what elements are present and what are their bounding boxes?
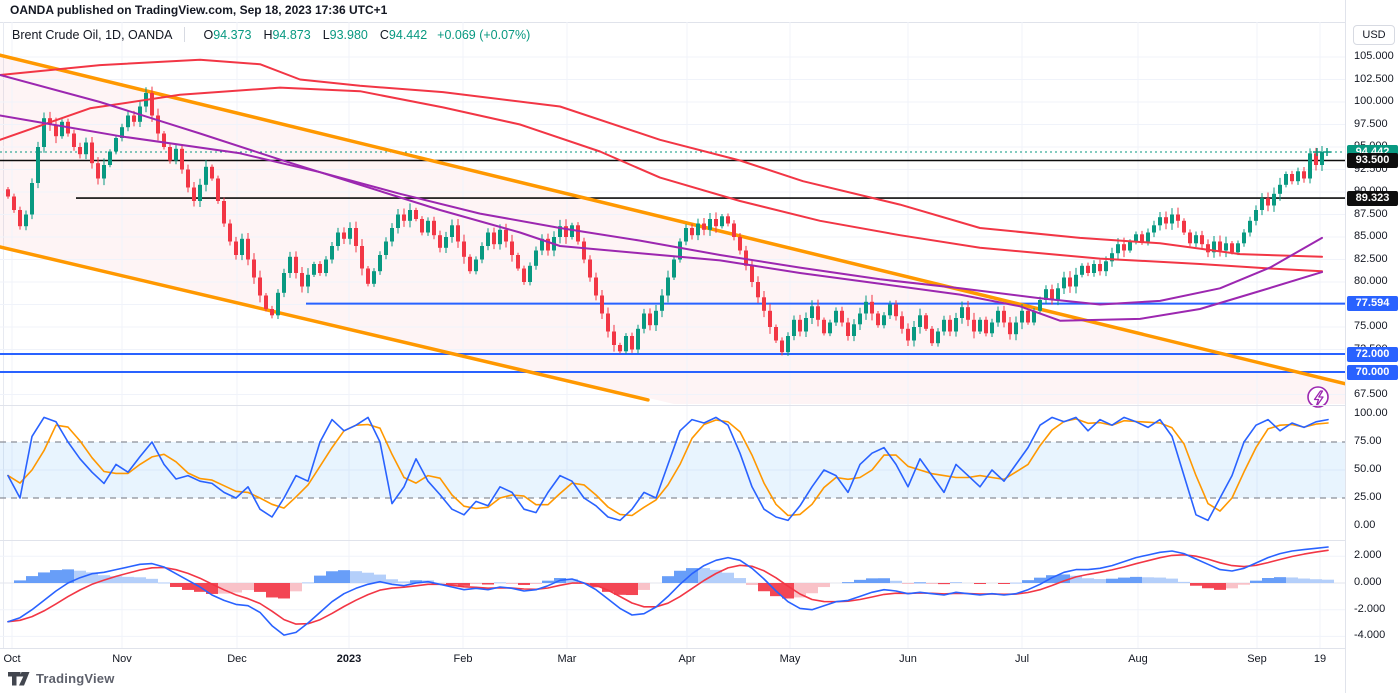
- descending-channel[interactable]: [0, 53, 1345, 402]
- header-divider: [0, 22, 1400, 23]
- flash-icon: [1307, 386, 1329, 408]
- price-levels[interactable]: [0, 151, 1345, 373]
- red-ma-fast: [0, 86, 1323, 273]
- gridlines: [0, 22, 1345, 648]
- price-badge-72.000[interactable]: 72.000: [1347, 346, 1398, 362]
- stoch-tick-50.00: 50.00: [1354, 463, 1382, 475]
- ohlc-close: C94.442: [379, 27, 428, 42]
- price-badge-89.323[interactable]: 89.323: [1347, 190, 1398, 206]
- price-tick-97.500: 97.500: [1354, 117, 1388, 130]
- legend-separator: [184, 27, 186, 42]
- tradingview-logo-text: TradingView: [36, 671, 115, 686]
- time-tick-Feb: Feb: [453, 653, 473, 665]
- currency-toggle-button[interactable]: USD: [1353, 25, 1395, 45]
- price-badge-70.000[interactable]: 70.000: [1347, 364, 1398, 380]
- stoch-tick-25.00: 25.00: [1354, 491, 1382, 503]
- change-value: +0.069 (+0.07%): [437, 27, 531, 42]
- time-tick-Apr: Apr: [678, 653, 696, 665]
- purple-ma-1: [0, 114, 1323, 306]
- chart-left-border: [3, 22, 4, 648]
- symbol-title: Brent Crude Oil, 1D, OANDA: [12, 27, 173, 42]
- purple-ma-2: [0, 74, 1323, 322]
- publisher-line: OANDA published on TradingView.com, Sep …: [10, 3, 388, 17]
- symbol-legend[interactable]: Brent Crude Oil, 1D, OANDA O94.373 H94.8…: [12, 27, 530, 42]
- time-tick-Mar: Mar: [557, 653, 577, 665]
- macd-tick-2.000: 2.000: [1354, 549, 1382, 562]
- price-tick-85.000: 85.000: [1354, 230, 1388, 242]
- price-tick-75.000: 75.000: [1354, 320, 1388, 332]
- time-tick-Jul: Jul: [1014, 653, 1030, 665]
- price-tick-87.500: 87.500: [1354, 207, 1388, 220]
- pane-divider-stoch[interactable]: [0, 405, 1400, 406]
- ohlc-open: O94.373: [203, 27, 252, 42]
- macd-lines: [7, 546, 1329, 636]
- time-tick-Oct: Oct: [3, 653, 21, 665]
- price-axis[interactable]: USD 105.000102.500100.00097.50095.00092.…: [1345, 0, 1400, 693]
- time-tick-Dec: Dec: [227, 653, 247, 665]
- price-badge-93.500[interactable]: 93.500: [1347, 153, 1398, 168]
- red-ma-slow: [0, 58, 1323, 258]
- macd-tick--2.000: -2.000: [1354, 602, 1386, 615]
- stoch-tick-100.00: 100.00: [1354, 407, 1388, 419]
- last-price-markers: [1313, 148, 1331, 157]
- time-tick-Nov: Nov: [112, 653, 132, 665]
- price-tick-105.000: 105.000: [1354, 50, 1394, 62]
- time-axis[interactable]: Oct Nov Dec 2023 Feb Mar Apr May Jun Jul Aug Sep 19: [0, 648, 1345, 670]
- time-tick-2023: 2023: [336, 653, 362, 665]
- chart-canvas[interactable]: [0, 0, 1345, 693]
- stoch-tick-0.00: 0.00: [1354, 519, 1376, 531]
- stochastic-lines: [7, 416, 1329, 522]
- price-tick-82.500: 82.500: [1354, 252, 1388, 265]
- time-tick-Jun: Jun: [899, 653, 917, 665]
- ohlc-low: L93.980: [322, 27, 368, 42]
- tradingview-logo-icon: [8, 671, 30, 685]
- time-tick-Aug: Aug: [1128, 653, 1148, 665]
- time-tick-Sep: Sep: [1247, 653, 1267, 665]
- tradingview-footer[interactable]: TradingView: [8, 671, 115, 686]
- ohlc-high: H94.873: [263, 27, 311, 42]
- price-tick-102.500: 102.500: [1354, 72, 1394, 85]
- time-tick-May: May: [779, 653, 801, 665]
- stoch-tick-75.00: 75.00: [1354, 435, 1382, 447]
- pane-divider-macd[interactable]: [0, 540, 1400, 541]
- time-tick-19: 19: [1313, 653, 1327, 665]
- price-tick-100.000: 100.000: [1354, 95, 1394, 107]
- channel-fill: [0, 55, 1345, 404]
- macd-histogram: [14, 568, 1334, 599]
- price-tick-67.500: 67.500: [1354, 387, 1388, 400]
- price-badge-77.594[interactable]: 77.594: [1347, 296, 1398, 312]
- price-tick-80.000: 80.000: [1354, 275, 1388, 287]
- macd-tick--4.000: -4.000: [1354, 629, 1386, 642]
- macd-tick-0.000: 0.000: [1354, 576, 1382, 588]
